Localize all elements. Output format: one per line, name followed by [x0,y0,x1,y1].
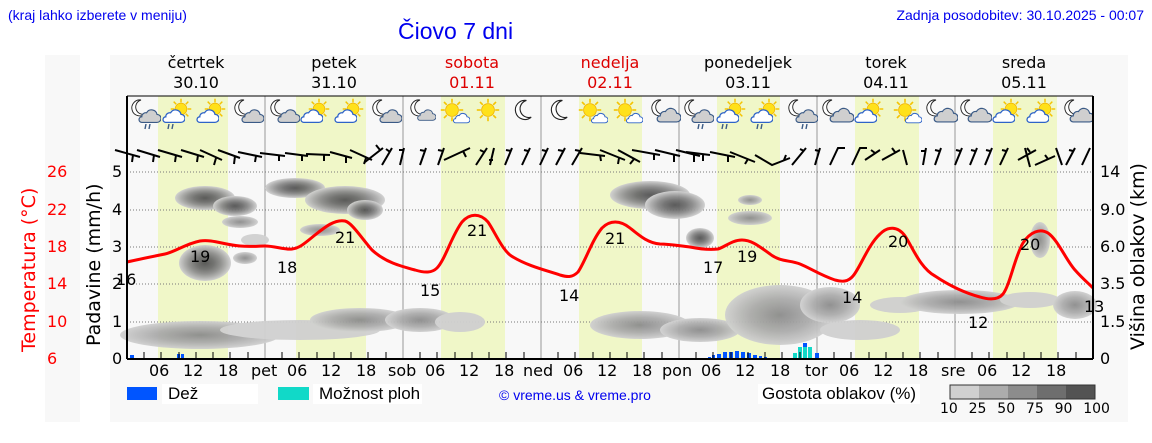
svg-text:15: 15 [420,281,440,300]
x-tick: sob [388,361,417,380]
x-tick: pon [662,361,693,380]
temp-axis-panel [45,55,80,422]
x-tick: 12 [321,361,342,380]
x-tick: 06 [977,361,998,380]
temp-tick: 10 [47,312,68,331]
svg-text:19: 19 [190,247,210,266]
precip-tick: 3 [112,237,123,256]
rain-swatch [127,387,157,400]
x-tick: sre [941,361,966,380]
x-tick: tor [805,361,828,380]
cloud-height-tick: 6.0 [1100,237,1126,256]
cloud-height-tick: 9.0 [1100,200,1126,219]
x-tick: 18 [218,361,239,380]
density-tick: 25 [968,401,987,417]
x-tick: 18 [770,361,791,380]
x-tick: 18 [494,361,515,380]
cloud-height-tick: 0 [1100,349,1111,368]
day-header: četrtek 30.10 [167,53,225,92]
x-ticks [143,352,1077,359]
x-tick: 06 [839,361,860,380]
cloud-height-axis-title: Višina oblakov (km) [1127,163,1149,350]
svg-text:19: 19 [737,247,757,266]
precip-tick: 0 [112,349,123,368]
precip-tick: 5 [112,162,123,181]
copyright-link[interactable]: © vreme.us & vreme.pro [499,387,651,403]
density-tick: 50 [997,401,1016,417]
last-update: Zadnja posodobitev: 30.10.2025 - 00:07 [896,7,1144,23]
x-tick: 06 [563,361,584,380]
svg-text:18: 18 [277,258,297,277]
day-header: sreda 05.11 [1001,53,1047,92]
day-separators [264,96,956,359]
x-tick: 18 [908,361,929,380]
day-header: nedelja 02.11 [580,53,640,92]
x-tick: 12 [459,361,480,380]
page-title: Čiovo 7 dni [398,18,514,44]
svg-text:14: 14 [559,286,579,305]
svg-text:17: 17 [703,258,723,277]
precip-tick: 2 [112,274,123,293]
day-header: ponedeljek 03.11 [704,53,792,92]
shower-legend-label: Možnost ploh [313,384,423,404]
x-tick: ned [523,361,554,380]
x-tick: 18 [356,361,377,380]
cloud-height-tick: 3.5 [1100,274,1126,293]
precip-tick: 1 [112,312,123,331]
wind-barbs [114,144,1091,168]
x-tick: 06 [701,361,722,380]
temperature-labels: 16 19 18 21 15 21 14 21 17 19 14 20 12 2… [116,221,1104,332]
cloud-height-tick: 1.5 [1100,312,1126,331]
temp-tick: 6 [47,349,58,368]
svg-text:20: 20 [1020,235,1040,254]
temperature-axis-title: Temperatura (°C) [18,187,40,352]
x-tick: 12 [597,361,618,380]
x-tick: 06 [149,361,170,380]
x-tick: 12 [1011,361,1032,380]
day-header: petek 31.10 [311,53,357,92]
x-tick: 18 [1046,361,1067,380]
svg-text:21: 21 [467,221,487,240]
x-tick: 12 [183,361,204,380]
region-hint: (kraj lahko izberete v meniju) [8,7,187,23]
x-tick: 12 [735,361,756,380]
density-tick: 90 [1054,401,1073,417]
x-tick: pet [251,361,278,380]
svg-text:14: 14 [842,288,862,307]
cloud-height-tick: 14 [1100,162,1121,181]
density-tick: 75 [1025,401,1044,417]
x-tick: 06 [287,361,308,380]
shower-swatch [278,387,309,400]
x-tick: 06 [425,361,446,380]
temp-tick: 18 [47,237,68,256]
density-tick: 100 [1083,401,1110,417]
cloud-density-legend-label: Gostota oblakov (%) [758,384,921,404]
temp-tick: 14 [47,274,68,293]
x-tick: 12 [873,361,894,380]
precip-tick: 4 [112,200,123,219]
rain-legend-label: Dež [162,384,259,404]
x-tick: 18 [632,361,653,380]
precip-axis-title: Padavine (mm/h) [83,183,105,346]
temp-tick: 22 [47,200,68,219]
svg-text:13: 13 [1084,297,1104,316]
density-tick: 10 [940,401,958,417]
svg-text:20: 20 [888,232,908,251]
svg-text:21: 21 [605,229,625,248]
svg-text:12: 12 [968,313,988,332]
day-header: torek 04.11 [863,53,909,92]
day-header: sobota 01.11 [444,53,500,92]
cloud-density-ticks: 10 25 50 75 90 100 [940,401,1110,417]
cloud-density-legend-bar [949,384,1096,400]
svg-text:21: 21 [335,228,355,247]
temperature-line [126,213,1095,301]
temp-tick: 26 [47,162,68,181]
